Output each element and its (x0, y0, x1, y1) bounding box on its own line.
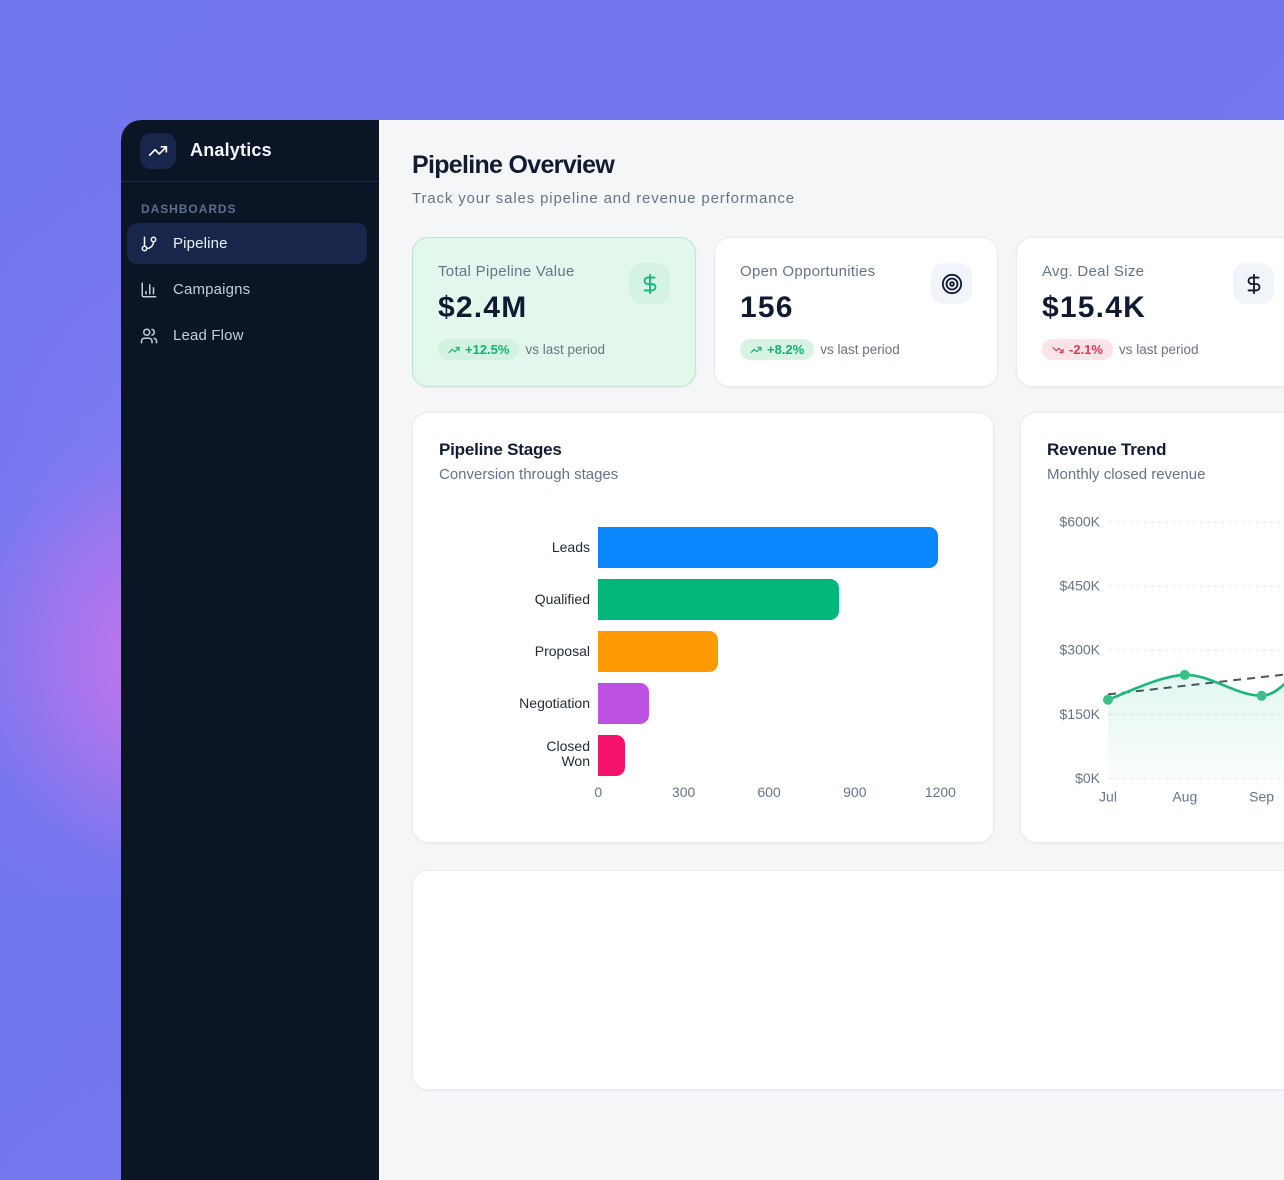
svg-text:Aug: Aug (1172, 789, 1197, 805)
svg-text:Jul: Jul (1099, 789, 1117, 805)
svg-text:Sep: Sep (1249, 789, 1274, 805)
svg-text:$0K: $0K (1075, 770, 1101, 786)
svg-text:$150K: $150K (1060, 706, 1101, 722)
svg-text:$300K: $300K (1060, 642, 1101, 658)
svg-text:$450K: $450K (1060, 578, 1101, 594)
svg-text:$600K: $600K (1060, 514, 1101, 530)
